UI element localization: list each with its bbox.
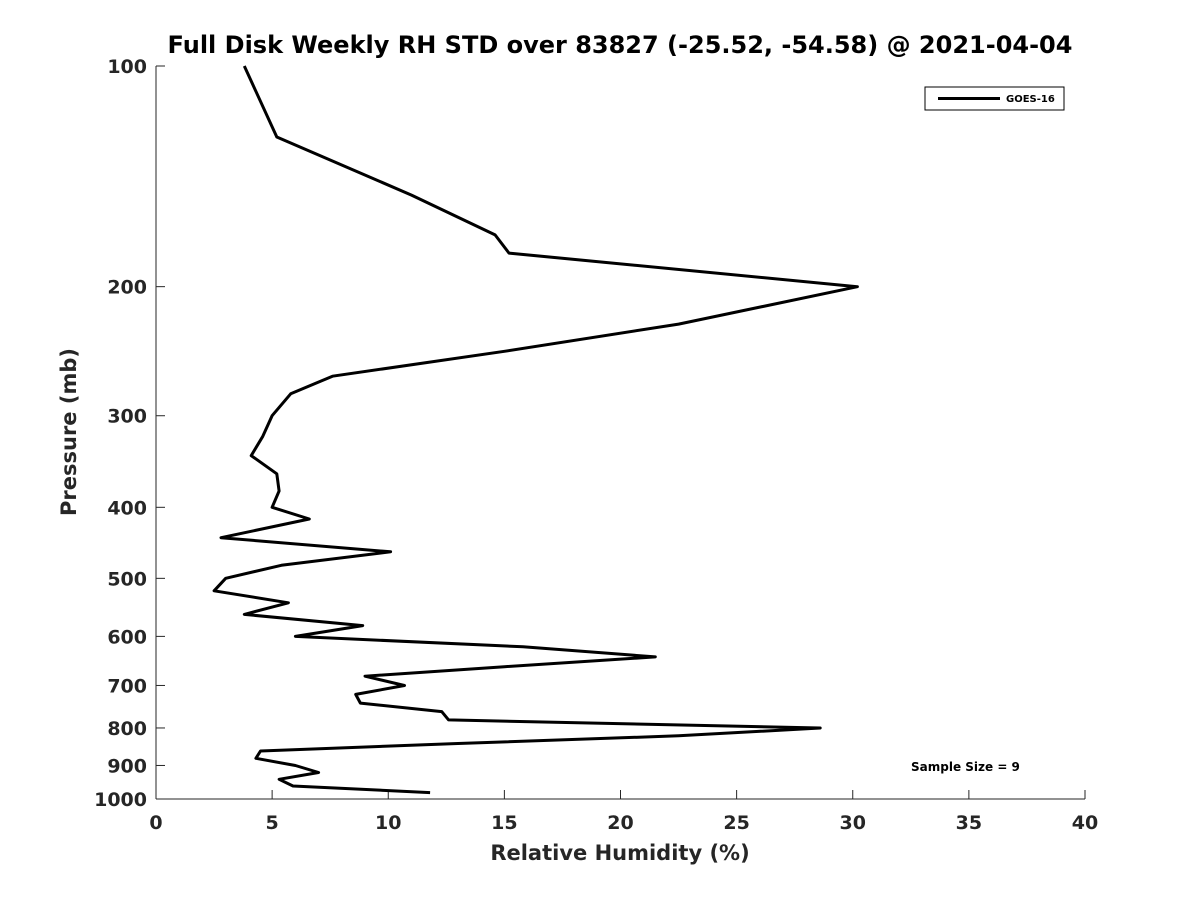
x-tick-label: 5 <box>266 812 279 834</box>
sample-size-annotation: Sample Size = 9 <box>911 760 1020 774</box>
x-tick-label: 15 <box>491 812 517 834</box>
y-tick-label: 300 <box>107 406 147 428</box>
x-tick-label: 40 <box>1072 812 1098 834</box>
y-tick-label: 1000 <box>94 789 147 811</box>
series-line-goes-16 <box>212 65 859 795</box>
y-tick-label: 100 <box>107 56 147 78</box>
x-tick-label: 0 <box>149 812 162 834</box>
y-tick-label: 400 <box>107 497 147 519</box>
y-tick-label: 900 <box>107 755 147 777</box>
chart-title: Full Disk Weekly RH STD over 83827 (-25.… <box>168 31 1073 59</box>
plot-frame <box>155 66 1085 800</box>
y-axis-label: Pressure (mb) <box>57 348 81 516</box>
x-axis-label: Relative Humidity (%) <box>490 841 749 865</box>
x-axis: 0 5 10 15 20 25 30 35 40 <box>149 790 1098 834</box>
y-axis: 100 200 300 400 500 600 700 800 900 1000 <box>94 56 165 811</box>
y-tick-label: 800 <box>107 718 147 740</box>
y-tick-label: 700 <box>107 675 147 697</box>
y-tick-label: 500 <box>107 568 147 590</box>
x-tick-label: 35 <box>956 812 982 834</box>
legend-label-goes-16: GOES-16 <box>1006 94 1055 105</box>
x-tick-label: 20 <box>607 812 633 834</box>
legend: GOES-16 <box>924 86 1065 111</box>
y-tick-label: 200 <box>107 277 147 299</box>
y-tick-label: 600 <box>107 626 147 648</box>
x-tick-label: 25 <box>723 812 749 834</box>
x-tick-label: 10 <box>375 812 401 834</box>
x-tick-label: 30 <box>840 812 866 834</box>
